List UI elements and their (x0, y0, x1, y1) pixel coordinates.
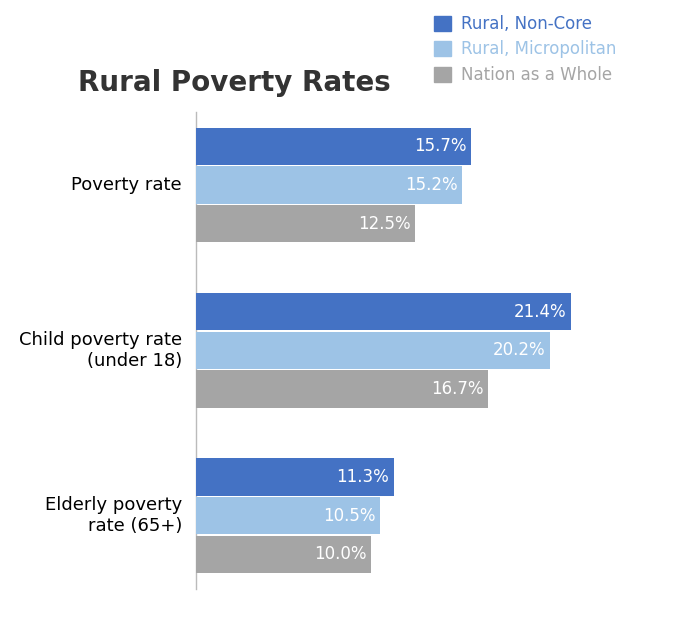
Bar (196, 166, 462, 203)
Bar (196, 370, 489, 407)
Text: 10.5%: 10.5% (323, 507, 375, 525)
Bar (196, 458, 393, 495)
Text: 15.7%: 15.7% (414, 137, 466, 155)
Text: 20.2%: 20.2% (493, 341, 545, 360)
Text: Rural Poverty Rates: Rural Poverty Rates (78, 69, 391, 97)
Text: 16.7%: 16.7% (431, 380, 484, 398)
Text: 11.3%: 11.3% (337, 468, 389, 486)
Text: 15.2%: 15.2% (405, 176, 458, 194)
Bar (196, 536, 371, 573)
Text: 21.4%: 21.4% (514, 303, 566, 321)
Bar (196, 128, 470, 165)
Text: 12.5%: 12.5% (358, 215, 410, 232)
Bar (196, 205, 414, 242)
Bar (196, 332, 550, 369)
Legend: Rural, Non-Core, Rural, Micropolitan, Nation as a Whole: Rural, Non-Core, Rural, Micropolitan, Na… (434, 15, 616, 84)
Bar (196, 293, 570, 330)
Text: 10.0%: 10.0% (314, 546, 367, 564)
Bar (196, 497, 379, 534)
